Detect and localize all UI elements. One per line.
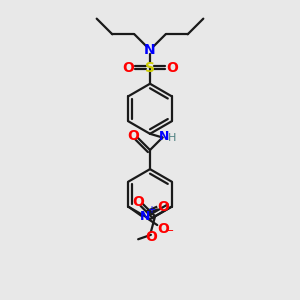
Text: O: O [157,200,169,214]
Text: H: H [168,133,176,143]
Text: O: O [166,61,178,75]
Text: O: O [145,230,157,244]
Text: +: + [147,205,155,215]
Text: −: − [165,226,175,236]
Text: O: O [157,222,169,236]
Text: N: N [159,130,169,142]
Text: N: N [144,43,156,57]
Text: O: O [127,129,139,143]
Text: O: O [132,195,144,209]
Text: N: N [140,210,150,223]
Text: S: S [145,61,155,75]
Text: O: O [122,61,134,75]
